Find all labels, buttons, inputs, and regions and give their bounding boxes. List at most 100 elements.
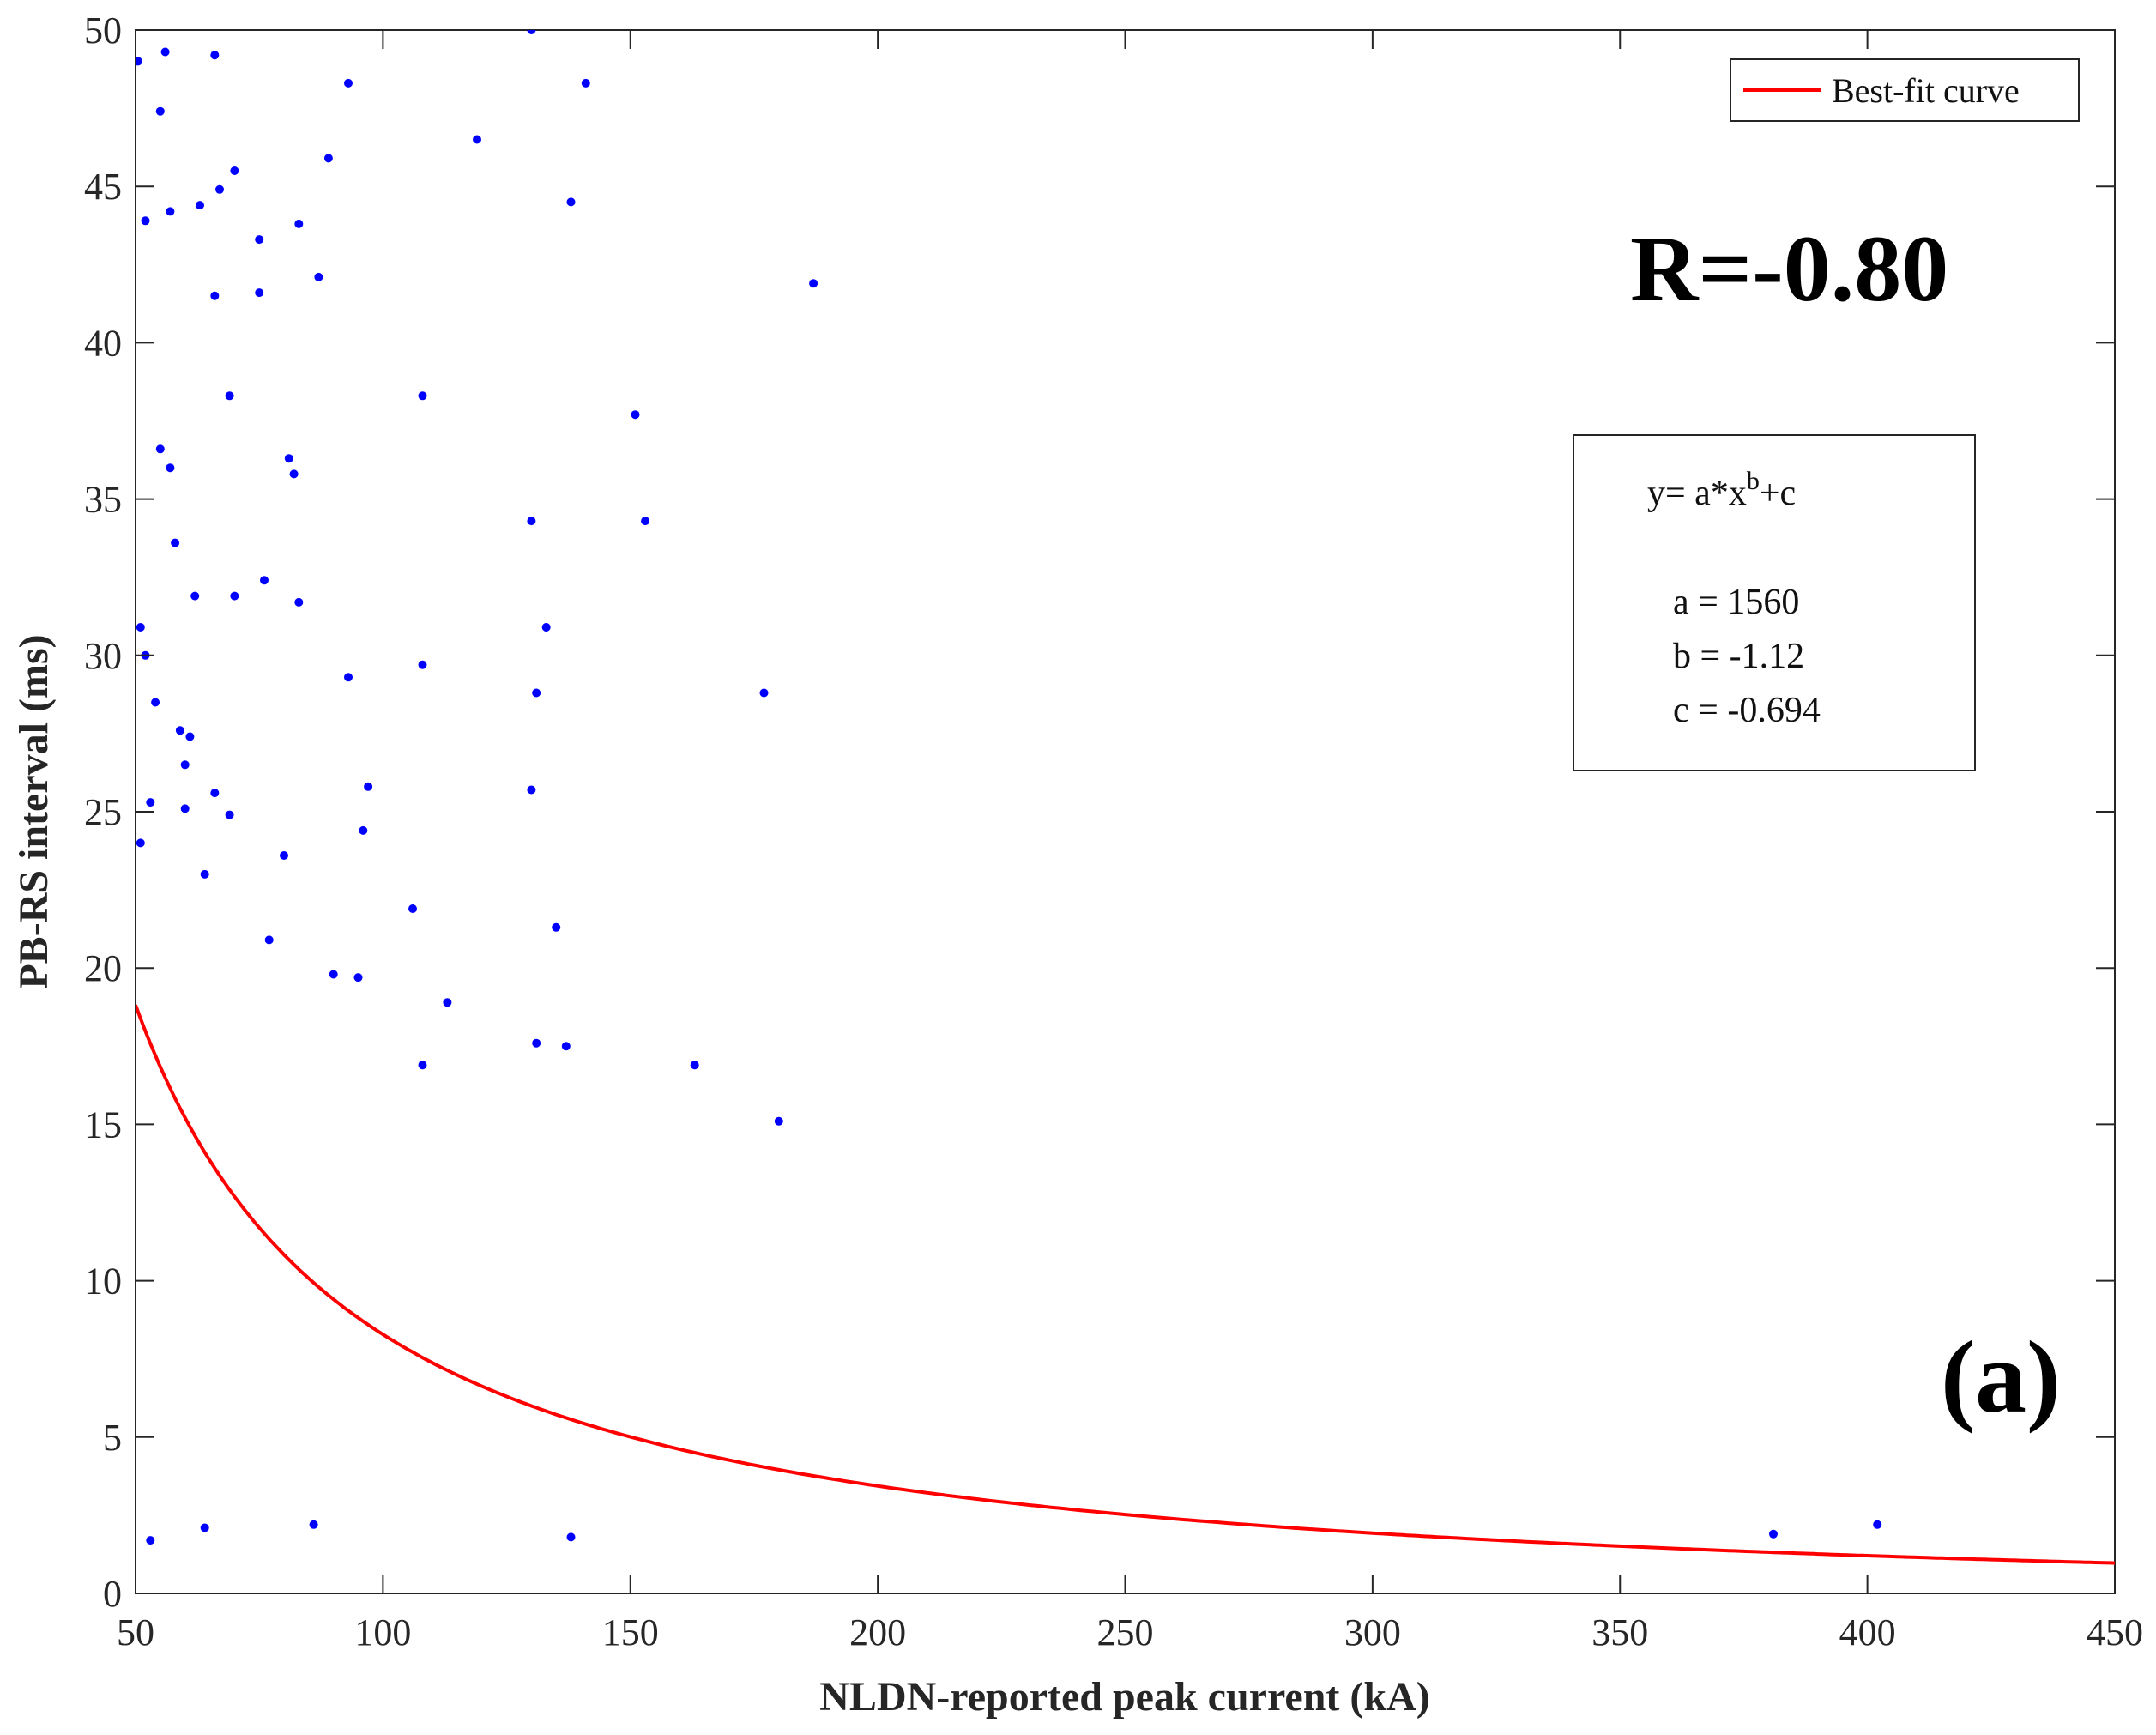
y-tick-label: 50 (84, 9, 122, 51)
data-point (190, 591, 200, 601)
equation-frame (1573, 434, 1976, 771)
data-point (166, 463, 175, 473)
data-point (146, 798, 155, 807)
data-point (160, 47, 170, 57)
data-point (532, 1038, 541, 1048)
y-tick-label: 20 (84, 947, 122, 989)
data-point (175, 726, 184, 735)
data-point (196, 201, 204, 210)
y-tick-label: 25 (84, 791, 122, 833)
data-point (171, 538, 180, 547)
param-b: b = -1.12 (1673, 637, 1804, 676)
data-point (180, 760, 190, 770)
equation-box: y= a*xb+c a = 1560 b = -1.12 c = -0.694 (1573, 434, 1976, 771)
data-point (418, 660, 427, 669)
y-tick-label: 15 (84, 1103, 122, 1146)
data-point (210, 291, 220, 300)
equation-formula: y= a*xb+c (1647, 467, 1796, 513)
y-tick-label: 40 (84, 322, 122, 364)
x-tick-label: 400 (1839, 1611, 1896, 1653)
data-point (418, 391, 427, 401)
data-point (200, 869, 209, 879)
data-point (260, 576, 269, 585)
panel-label: (a) (1941, 1320, 2061, 1434)
data-point (809, 279, 818, 288)
x-tick-label: 50 (117, 1611, 154, 1653)
data-point (774, 1116, 783, 1126)
data-point (136, 57, 142, 66)
data-point (289, 469, 299, 479)
data-point (255, 288, 264, 298)
y-tick-label: 0 (103, 1573, 122, 1615)
data-point (141, 216, 150, 226)
data-point (541, 623, 551, 632)
x-tick-label: 300 (1344, 1611, 1401, 1653)
y-tick-label: 10 (84, 1260, 122, 1303)
data-point (641, 517, 650, 526)
data-point (210, 789, 220, 798)
correlation-label: R=-0.80 (1630, 216, 1948, 321)
data-points (136, 30, 1882, 1545)
data-point (1873, 1520, 1882, 1529)
data-point (284, 454, 293, 463)
data-point (690, 1061, 699, 1070)
plot-area (135, 29, 2116, 1594)
legend-label: Best-fit curve (1832, 71, 2020, 110)
data-point (443, 998, 452, 1007)
data-point (294, 219, 304, 228)
data-point (280, 851, 288, 860)
data-point (408, 904, 417, 913)
param-a: a = 1560 (1673, 583, 1799, 622)
data-point (151, 698, 160, 707)
y-tick-label: 45 (84, 166, 122, 208)
data-point (418, 1061, 427, 1070)
data-point (473, 135, 481, 144)
data-point (581, 78, 590, 88)
legend: Best-fit curve (1730, 58, 2080, 122)
data-point (759, 688, 769, 698)
x-tick-label: 150 (602, 1611, 659, 1653)
data-point (364, 782, 373, 791)
x-axis-label: NLDN-reported peak current (kA) (819, 1674, 1429, 1720)
x-tick-label: 250 (1097, 1611, 1154, 1653)
data-point (532, 688, 541, 698)
data-point (210, 51, 220, 60)
axis-ticks: 50 100 150 200 250 300 350 400 450 0 5 10 15 20 25 30 35… (84, 9, 2143, 1653)
data-point (344, 78, 353, 88)
data-point (155, 444, 165, 454)
data-point (230, 591, 239, 601)
x-tick-label: 200 (849, 1611, 906, 1653)
data-point (294, 597, 304, 607)
data-point (146, 1536, 155, 1545)
data-point (631, 410, 640, 420)
y-tick-label: 5 (103, 1417, 122, 1459)
data-point (225, 391, 234, 401)
data-point (200, 1523, 209, 1532)
data-point (314, 272, 323, 281)
x-tick-label: 100 (354, 1611, 411, 1653)
data-point (527, 785, 536, 795)
data-point (323, 154, 333, 163)
data-point (329, 970, 338, 979)
data-point (255, 235, 264, 245)
data-point (264, 935, 274, 945)
data-point (561, 1042, 571, 1051)
data-point (185, 732, 195, 741)
y-tick-label: 30 (84, 635, 122, 677)
data-point (180, 804, 190, 813)
data-point (353, 973, 363, 982)
x-tick-label: 450 (2087, 1611, 2143, 1653)
x-tick-label: 350 (1591, 1611, 1648, 1653)
data-point (225, 810, 234, 819)
data-point (344, 673, 353, 682)
data-point (155, 106, 165, 116)
data-point (552, 922, 561, 932)
data-point (136, 623, 145, 632)
data-point (359, 825, 368, 835)
y-tick-label: 35 (84, 479, 122, 521)
y-axis-label: PB-RS interval (ms) (11, 634, 57, 988)
data-point (309, 1520, 318, 1529)
data-point (527, 30, 536, 34)
data-point (215, 184, 224, 194)
